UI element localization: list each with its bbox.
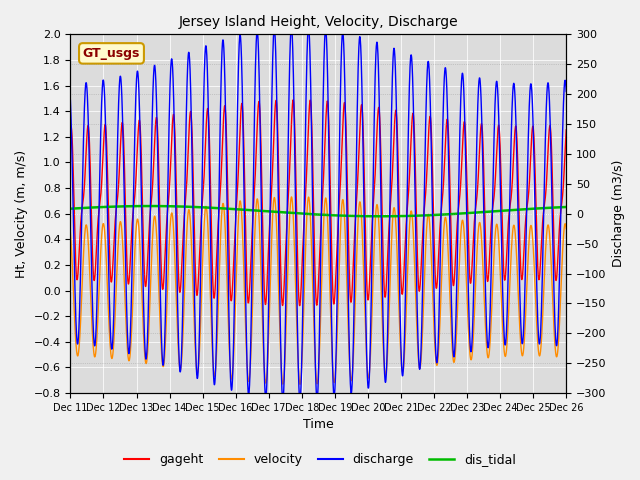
Line: velocity: velocity [70, 197, 566, 384]
gageht [205, 115, 212, 121]
Title: Jersey Island Height, Velocity, Discharge: Jersey Island Height, Velocity, Discharg… [179, 15, 458, 29]
discharge [296, 397, 304, 403]
velocity [519, 352, 527, 358]
Y-axis label: Ht, Velocity (m, m/s): Ht, Velocity (m, m/s) [15, 150, 28, 278]
dis_tidal [333, 213, 340, 218]
velocity [333, 348, 340, 354]
discharge [563, 89, 570, 95]
discharge [205, 123, 212, 129]
velocity [288, 194, 296, 200]
gageht [532, 229, 540, 235]
dis_tidal [67, 206, 74, 212]
dis_tidal [463, 210, 470, 216]
X-axis label: Time: Time [303, 419, 333, 432]
dis_tidal [377, 214, 385, 219]
gageht [333, 254, 340, 260]
dis_tidal [343, 213, 351, 219]
discharge [287, 24, 295, 30]
gageht [563, 127, 570, 133]
discharge [532, 277, 540, 283]
Y-axis label: Discharge (m3/s): Discharge (m3/s) [612, 160, 625, 267]
discharge [67, 97, 74, 103]
dis_tidal [519, 206, 527, 212]
velocity [344, 298, 351, 303]
Line: dis_tidal: dis_tidal [70, 206, 566, 216]
discharge [333, 326, 340, 332]
velocity [463, 276, 470, 281]
gageht [519, 269, 527, 275]
dis_tidal [563, 204, 570, 210]
Line: discharge: discharge [70, 27, 566, 400]
gageht [67, 126, 74, 132]
gageht [344, 182, 351, 188]
discharge [463, 191, 470, 196]
Line: gageht: gageht [70, 100, 566, 306]
gageht [296, 303, 303, 309]
velocity [563, 226, 570, 231]
gageht [463, 155, 470, 161]
discharge [519, 339, 527, 345]
dis_tidal [145, 203, 153, 209]
discharge [344, 236, 351, 241]
velocity [205, 241, 212, 247]
velocity [532, 319, 540, 325]
velocity [296, 382, 304, 387]
dis_tidal [532, 205, 540, 211]
velocity [67, 230, 74, 236]
Legend: gageht, velocity, discharge, dis_tidal: gageht, velocity, discharge, dis_tidal [119, 448, 521, 471]
Text: GT_usgs: GT_usgs [83, 47, 140, 60]
gageht [289, 97, 297, 103]
dis_tidal [205, 205, 212, 211]
